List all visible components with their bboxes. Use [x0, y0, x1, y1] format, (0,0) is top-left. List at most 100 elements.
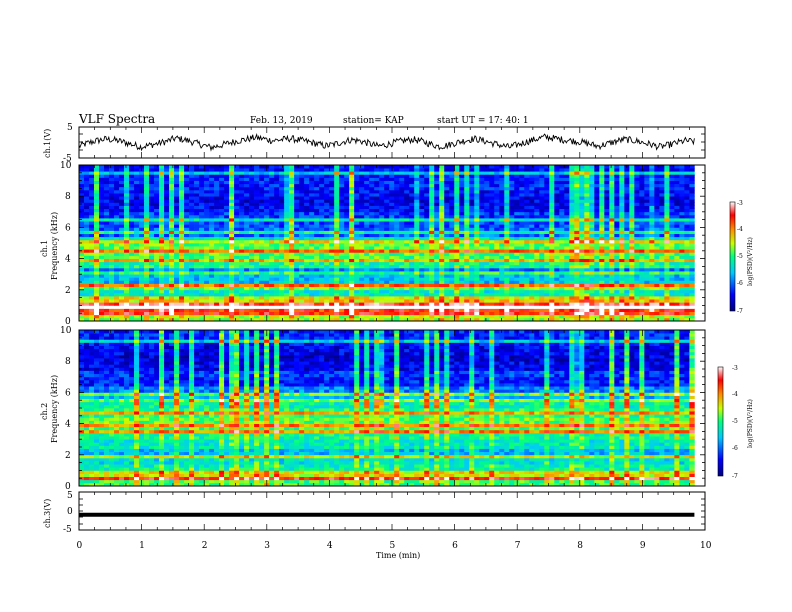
- ch1-spec-cell: [464, 202, 470, 206]
- ch1-spec-cell: [409, 196, 415, 200]
- ch1-spec-cell: [149, 274, 155, 278]
- ch1-spec-cell: [669, 208, 675, 213]
- ch1-spec-cell: [329, 236, 335, 241]
- ch1-spec-cell: [129, 286, 135, 291]
- ch1-spec-cell: [519, 243, 525, 247]
- ch1-spec-cell: [254, 214, 260, 219]
- ch1-spec-cell: [454, 202, 460, 206]
- ch1-spec-cell: [454, 239, 460, 244]
- ch1-spec-cell: [109, 292, 115, 297]
- ch1-spec-cell: [314, 246, 320, 250]
- ch1-spec-cell: [214, 252, 220, 256]
- ch1-spec-cell: [534, 230, 540, 234]
- ch1-spec-cell: [214, 296, 220, 300]
- ch1-spec-cell: [454, 205, 460, 210]
- ch1-spec-cell: [304, 314, 310, 319]
- ch1-spec-cell: [294, 283, 300, 288]
- ch1-spec-cell: [179, 249, 185, 253]
- ch1-spec-cell: [324, 277, 330, 281]
- ch1-spec-cell: [509, 218, 515, 222]
- ch1-spec-cell: [134, 302, 140, 306]
- ch1-spec-cell: [464, 261, 470, 266]
- ch1-spec-cell: [684, 299, 690, 303]
- ch1-spec-cell: [684, 249, 690, 253]
- ch1-spec-cell: [534, 249, 540, 253]
- ch1-spec-cell: [504, 261, 510, 266]
- ch1-spec-cell: [399, 221, 405, 225]
- ch1-spec-cell: [334, 267, 340, 272]
- ch1-spec-cell: [624, 236, 630, 241]
- ch1-spec-cell: [429, 286, 435, 291]
- ch1-spec-cell: [239, 255, 245, 259]
- ch1-spec-cell: [679, 246, 685, 250]
- ch1-spec-cell: [604, 249, 610, 253]
- ch1-spec-cell: [234, 314, 240, 319]
- ch1-spec-cell: [574, 283, 580, 288]
- ch1-spec-cell: [214, 286, 220, 291]
- ch1-spec-cell: [574, 308, 580, 312]
- ch1-spec-cell: [274, 255, 280, 259]
- ch1-spec-cell: [309, 205, 315, 210]
- ch1-spec-cell: [289, 305, 295, 309]
- ch1-spec-cell: [564, 246, 570, 250]
- ch1-spec-cell: [394, 224, 400, 228]
- ch1-spec-cell: [549, 199, 555, 203]
- ch1-spec-cell: [424, 233, 430, 238]
- ch1-spec-cell: [524, 255, 530, 259]
- ch1-spec-cell: [204, 255, 210, 259]
- ch1-spec-cell: [624, 289, 630, 294]
- ch1-spec-cell: [209, 261, 215, 266]
- ch1-spec-cell: [604, 211, 610, 216]
- ch1-spec-cell: [104, 280, 110, 284]
- ch1-spec-cell: [94, 233, 100, 238]
- ch1-spec-cell: [624, 258, 630, 263]
- ch1-spec-cell: [354, 227, 360, 231]
- ch1-spec-cell: [409, 296, 415, 300]
- ch1-spec-cell: [279, 261, 285, 266]
- ch1-spec-cell: [149, 305, 155, 309]
- ch1-spec-cell: [309, 221, 315, 225]
- ch1-spec-cell: [614, 255, 620, 259]
- ch1-spec-cell: [144, 296, 150, 300]
- ch1-spec-cell: [629, 302, 635, 306]
- ch1-spec-cell: [84, 296, 90, 300]
- ch1-spec-cell: [254, 211, 260, 216]
- ch1-spec-cell: [354, 246, 360, 250]
- ch1-spec-cell: [224, 258, 230, 263]
- ch1-spec-cell: [609, 236, 615, 241]
- ch1-spec-cell: [509, 258, 515, 263]
- ch1-spec-cell: [254, 311, 260, 316]
- ch1-spec-cell: [654, 308, 660, 312]
- ch1-spec-cell: [434, 249, 440, 253]
- ch1-spec-cell: [214, 218, 220, 222]
- ch1-spec-cell: [219, 202, 225, 206]
- ch1-spec-cell: [679, 277, 685, 281]
- ch1-spec-cell: [439, 277, 445, 281]
- ch1-spec-cell: [204, 264, 210, 269]
- ch1-spec-cell: [194, 289, 200, 294]
- ch1-spec-cell: [154, 314, 160, 319]
- ch1-spec-cell: [509, 243, 515, 247]
- ch1-spec-cell: [144, 221, 150, 225]
- ch1-spec-cell: [289, 292, 295, 297]
- ch1-spec-cell: [234, 305, 240, 309]
- ch1-spec-cell: [174, 205, 180, 210]
- ch1-spec-cell: [614, 271, 620, 275]
- ch1-spec-cell: [339, 236, 345, 241]
- ch1-spec-cell: [589, 286, 595, 291]
- ch1-spec-cell: [584, 246, 590, 250]
- ch1-spec-cell: [274, 261, 280, 266]
- ch1-spec-cell: [159, 249, 165, 253]
- ch1-spec-cell: [319, 264, 325, 269]
- ch1-spec-cell: [209, 236, 215, 241]
- ch1-spec-cell: [444, 236, 450, 241]
- ch1-spec-cell: [639, 305, 645, 309]
- ch1-spec-cell: [304, 243, 310, 247]
- ch1-spec-cell: [364, 202, 370, 206]
- ch1-spec-cell: [489, 233, 495, 238]
- ch1-spec-cell: [119, 246, 125, 250]
- ch1-spec-cell: [229, 255, 235, 259]
- ch1-spec-cell: [134, 211, 140, 216]
- ch1-spec-cell: [204, 193, 210, 197]
- ch1-spec-cell: [164, 249, 170, 253]
